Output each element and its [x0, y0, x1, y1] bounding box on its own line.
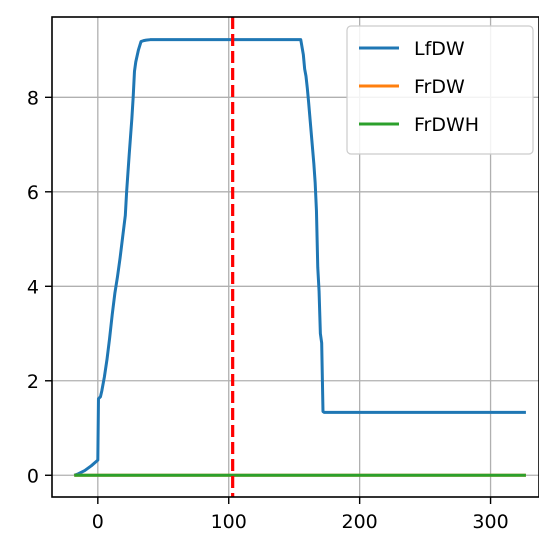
- legend-box: [346, 25, 534, 155]
- plot-frame: [51, 16, 539, 498]
- series-line-lfdw: [73, 38, 526, 477]
- x-tick-label: 200: [342, 511, 378, 533]
- y-tick-label: 8: [27, 87, 39, 109]
- y-tick-label: 2: [27, 371, 39, 393]
- legend-label-frdw: FrDW: [414, 76, 465, 98]
- series-lines: [73, 38, 526, 477]
- y-tick-label: 4: [27, 276, 39, 298]
- x-tick-label: 100: [211, 511, 247, 533]
- legend: LfDW FrDW FrDWH: [346, 25, 534, 155]
- x-tick-label: 0: [92, 511, 104, 533]
- y-tick-label: 0: [27, 465, 39, 487]
- axis-ticks: 0 100 200 300 0 2 4 6 8: [27, 87, 509, 533]
- y-tick-label: 6: [27, 182, 39, 204]
- legend-label-frdwh: FrDWH: [414, 114, 479, 136]
- x-tick-label: 300: [472, 511, 508, 533]
- legend-label-lfdw: LfDW: [414, 38, 465, 60]
